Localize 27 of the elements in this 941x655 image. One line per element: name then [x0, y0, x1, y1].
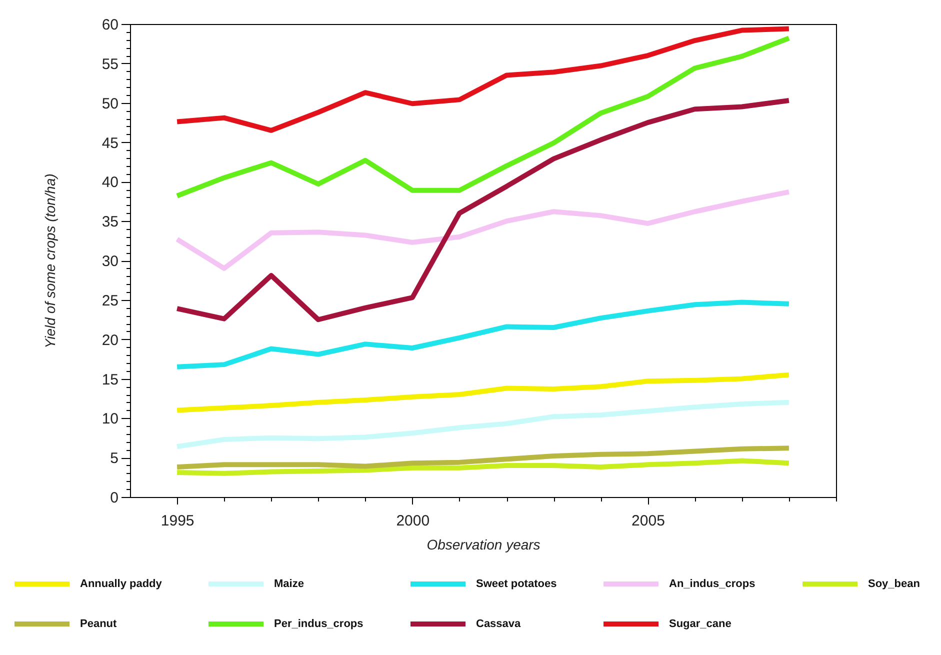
legend-label: Sugar_cane	[669, 618, 732, 630]
x-axis-title: Observation years	[426, 536, 540, 552]
legend-label: Cassava	[476, 618, 522, 630]
legend-label: Per_indus_crops	[274, 618, 364, 630]
x-tick-label: 2000	[396, 512, 430, 530]
y-tick-label: 30	[102, 253, 118, 270]
x-tick-label: 2005	[632, 512, 665, 530]
y-tick-label: 15	[102, 371, 118, 388]
x-tick-label: 1995	[160, 512, 194, 530]
y-tick-label: 45	[102, 134, 118, 152]
y-axis-title: Yield of some crops (ton/ha)	[42, 174, 58, 348]
y-tick-label: 40	[102, 174, 118, 192]
y-tick-label: 35	[102, 214, 118, 231]
legend-label: Sweet potatoes	[476, 578, 557, 590]
legend-label: An_indus_crops	[669, 578, 756, 590]
y-tick-label: 25	[102, 292, 118, 310]
y-tick-label: 55	[102, 56, 118, 73]
legend-label: Maize	[274, 578, 304, 590]
y-tick-label: 20	[102, 332, 118, 349]
legend-label: Soy_bean	[868, 578, 920, 590]
y-tick-label: 5	[110, 450, 118, 468]
y-tick-label: 0	[110, 490, 118, 506]
y-tick-label: 10	[102, 410, 118, 428]
legend-label: Annually paddy	[80, 578, 163, 590]
y-tick-label: 50	[102, 95, 118, 112]
y-tick-label: 60	[102, 16, 118, 34]
legend-label: Peanut	[80, 618, 118, 630]
